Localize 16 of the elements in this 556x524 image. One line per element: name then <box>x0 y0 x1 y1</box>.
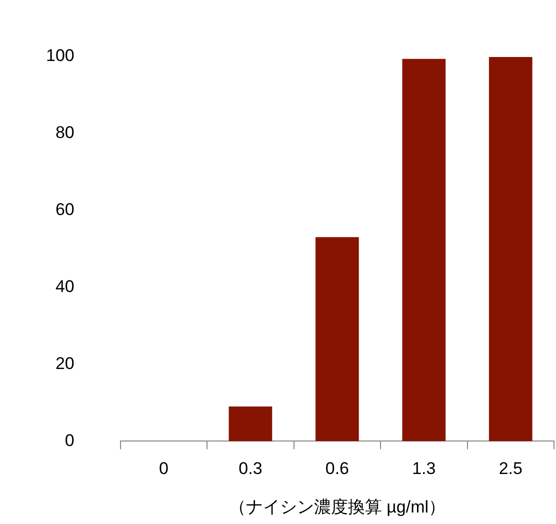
bar <box>402 58 446 442</box>
y-tick-label: 80 <box>55 122 74 142</box>
x-tick-label: 0.3 <box>238 459 262 478</box>
x-tick-label: 0.6 <box>325 459 349 478</box>
y-tick-label: 40 <box>55 276 74 296</box>
y-tick-label: 60 <box>55 200 74 219</box>
y-tick-label: 20 <box>55 354 74 373</box>
x-axis-title: （ナイシン濃度換算 µg/ml） <box>228 497 446 516</box>
bar <box>228 406 272 442</box>
y-tick-label: 100 <box>46 46 74 65</box>
x-tick-label: 0 <box>158 459 168 478</box>
bar <box>488 56 532 442</box>
y-tick-label: 0 <box>64 430 74 450</box>
bar <box>316 237 359 442</box>
x-tick-label: 1.3 <box>412 459 436 478</box>
x-tick-label: 2.5 <box>498 459 522 478</box>
